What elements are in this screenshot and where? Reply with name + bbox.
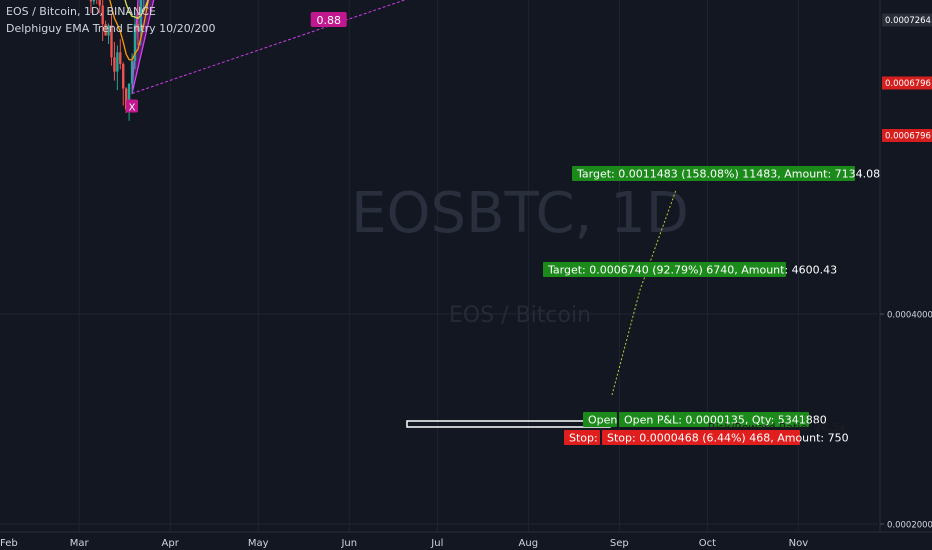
candle-body bbox=[89, 0, 93, 2]
open-label[interactable]: Open bbox=[583, 412, 617, 427]
candle-body bbox=[122, 63, 125, 89]
time-tick-label: Sep bbox=[610, 538, 629, 549]
candle-body bbox=[113, 57, 116, 72]
stop-short-label-text: Stop: 0 bbox=[569, 432, 608, 445]
price-tick-label: 0.0002000 bbox=[887, 521, 932, 531]
candle-body bbox=[104, 24, 107, 36]
ratio-box bbox=[310, 12, 347, 27]
time-tick-label: Jun bbox=[340, 538, 357, 549]
candle-body bbox=[119, 52, 122, 64]
price-tag-label: 0.0007264 bbox=[885, 16, 931, 26]
watermark-subtitle: EOS / Bitcoin bbox=[449, 303, 591, 328]
time-tick-label: Apr bbox=[162, 538, 180, 549]
time-tick-label: Feb bbox=[0, 538, 18, 549]
open-pnl-label-text: Open P&L: 0.0000135, Qty: 5341880 bbox=[624, 414, 827, 427]
open-label-text: Open bbox=[588, 414, 617, 427]
target-label-1-bg bbox=[572, 166, 855, 181]
candle-body bbox=[133, 24, 137, 61]
candle-body bbox=[110, 25, 113, 58]
candle-body bbox=[136, 24, 140, 32]
trade-annotations[interactable]: Target: 0.0011483 (158.08%) 11483, Amoun… bbox=[406, 166, 880, 445]
price-tag-label: 0.0006796 bbox=[885, 79, 931, 89]
target-label-2[interactable]: Target: 0.0006740 (92.79%) 6740, Amount:… bbox=[543, 262, 837, 277]
target-label-2-text: Target: 0.0006740 (92.79%) 6740, Amount:… bbox=[547, 264, 837, 277]
watermark-symbol: EOSBTC, 1D bbox=[351, 181, 689, 246]
candle-body bbox=[92, 0, 96, 2]
pattern-point-box bbox=[126, 99, 139, 113]
time-tick-label: Oct bbox=[699, 538, 716, 549]
target-label-1-text: Target: 0.0011483 (158.08%) 11483, Amoun… bbox=[576, 168, 880, 181]
target-label-2-bg bbox=[543, 262, 786, 277]
candle-body bbox=[130, 60, 134, 84]
pattern-point-x: X bbox=[129, 103, 136, 114]
stop-label-bg bbox=[602, 430, 800, 445]
projection-line bbox=[611, 189, 677, 396]
price-tag[interactable] bbox=[882, 129, 932, 142]
time-tick-label: Mar bbox=[70, 538, 90, 549]
open-label-bg bbox=[583, 412, 617, 427]
stop-short-label-bg bbox=[564, 430, 600, 445]
open-pnl-label[interactable]: Open P&L: 0.0000135, Qty: 5341880 bbox=[619, 412, 827, 427]
candle-body bbox=[116, 52, 119, 72]
chart-title: EOS / Bitcoin, 1D, BINANCE bbox=[6, 5, 156, 18]
time-axis[interactable]: Feb Mar Apr May Jun Jul Aug Sep Oct Nov bbox=[0, 531, 932, 550]
candle-body bbox=[98, 0, 101, 6]
time-tick-label: Nov bbox=[789, 538, 809, 549]
candle-body bbox=[107, 25, 110, 36]
pattern-ratio-label: 0.88 bbox=[316, 14, 341, 27]
target-label-1[interactable]: Target: 0.0011483 (158.08%) 11483, Amoun… bbox=[572, 166, 880, 181]
open-pnl-label-bg bbox=[619, 412, 809, 427]
price-tag[interactable] bbox=[882, 76, 932, 90]
candle-body bbox=[124, 88, 128, 110]
price-tag[interactable] bbox=[882, 13, 932, 27]
candle-body bbox=[127, 83, 131, 110]
price-tick-label: 0.0004000 bbox=[887, 311, 932, 321]
time-tick-label: May bbox=[248, 538, 269, 549]
candle-body bbox=[101, 5, 104, 25]
watermark: EOSBTC, 1D EOS / Bitcoin bbox=[351, 181, 689, 328]
time-axis-bg bbox=[0, 532, 932, 550]
stop-label-text: Stop: 0.0000468 (6.44%) 468, Amount: 750 bbox=[607, 432, 849, 445]
time-tick-label: Jul bbox=[430, 538, 443, 549]
stop-short-label[interactable]: Stop: 0 bbox=[564, 430, 608, 445]
stop-label[interactable]: Stop: 0.0000468 (6.44%) 468, Amount: 750 bbox=[602, 430, 849, 445]
pattern-labels: XABCD0.6150.5322.0650.88 bbox=[126, 12, 347, 114]
price-tag-label: 0.0006796 bbox=[885, 132, 931, 142]
time-tick-label: Aug bbox=[519, 538, 539, 549]
price-axis[interactable]: 0.00260000.00240000.00220000.00200000.00… bbox=[879, 0, 932, 532]
indicator-legend[interactable]: Delphiguy EMA Trend Entry 10/20/200 bbox=[6, 22, 216, 35]
